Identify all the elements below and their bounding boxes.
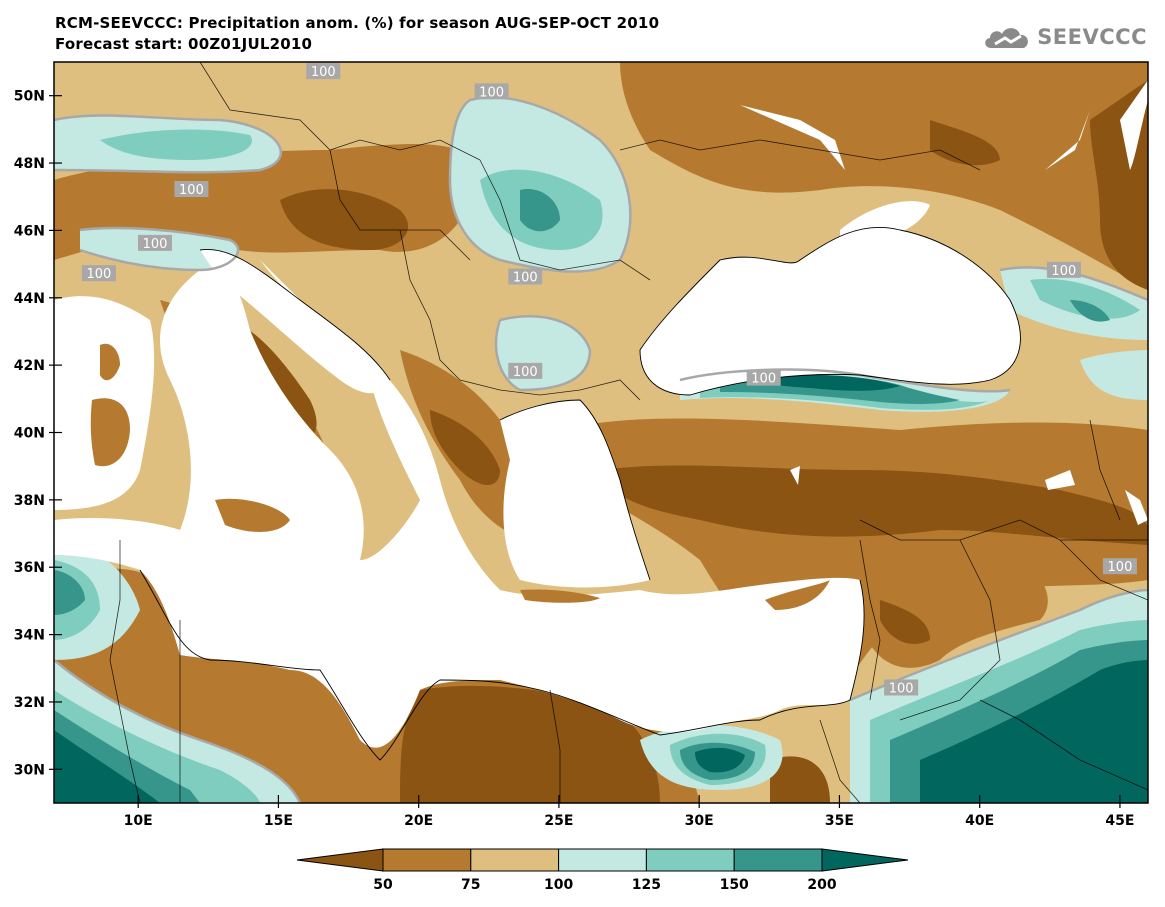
forecast-start: Forecast start: 00Z01JUL2010 (55, 35, 313, 53)
longitude-axis: 10E 15E 20E 25E 30E 35E 40E 45E (124, 795, 1134, 829)
crete (520, 589, 600, 603)
contour-label: 100 (1108, 560, 1133, 575)
contour-label-box (1102, 558, 1137, 575)
lat-tick-label: 30N (14, 762, 45, 778)
colorbar-label: 150 (720, 877, 749, 893)
contour-label-box (306, 63, 341, 80)
colorbar-label: 125 (632, 877, 661, 893)
map-area (54, 62, 1148, 803)
adriatic-sea (200, 249, 390, 394)
cyprus (765, 580, 830, 610)
sea-of-azov (840, 201, 930, 245)
contour-label-box (508, 268, 543, 285)
lat-tick-label: 40N (14, 426, 45, 442)
lat-tick-label: 46N (14, 223, 45, 239)
lat-tick-label: 50N (14, 89, 45, 105)
anomaly-below-50-regions (230, 80, 1148, 803)
colorbar-label: 50 (373, 877, 393, 893)
contour-label-box (137, 234, 172, 251)
lon-tick-label: 45E (1105, 813, 1134, 829)
latitude-axis: 50N 48N 46N 44N 42N 40N 38N 36N 34N 32N 30N (14, 89, 62, 778)
colorbar-segment (382, 848, 472, 872)
contour-label: 100 (143, 237, 168, 252)
lat-tick-label: 38N (14, 493, 45, 509)
caspian-sea (1120, 80, 1148, 170)
corsica (100, 343, 120, 381)
seevccc-logo: SEEVCCC (981, 22, 1147, 52)
colorbar-label: 100 (544, 877, 573, 893)
country-borders (109, 62, 1148, 803)
contour-label-box (81, 265, 116, 282)
map-title: RCM-SEEVCCC: Precipitation anom. (%) for… (55, 14, 660, 32)
colorbar-label: 75 (461, 877, 480, 893)
contour-label: 100 (86, 267, 111, 282)
contour-label: 100 (513, 271, 538, 286)
logo-text: SEEVCCC (1037, 25, 1147, 49)
colorbar: 50 75 100 125 150 200 (296, 848, 909, 893)
islands (90, 343, 830, 610)
lon-tick-label: 40E (965, 813, 994, 829)
lat-tick-label: 48N (14, 156, 45, 172)
sardinia (90, 398, 130, 467)
colorbar-segment (645, 848, 735, 872)
contour-label-box (508, 362, 543, 379)
lon-tick-label: 25E (544, 813, 573, 829)
lon-tick-label: 35E (825, 813, 854, 829)
contour-label: 100 (179, 183, 204, 198)
sicily (215, 498, 290, 532)
contour-label-box (174, 180, 209, 197)
lat-tick-label: 44N (14, 291, 45, 307)
contour-label: 100 (889, 681, 914, 696)
contour-label-box (1046, 261, 1081, 278)
aegean-sea (500, 400, 650, 588)
black-sea (640, 227, 1021, 395)
lat-tick-label: 34N (14, 628, 45, 644)
contour-label-box (474, 83, 509, 100)
lon-tick-label: 20E (404, 813, 433, 829)
anomaly-above-200-regions (54, 374, 1148, 803)
contour-label-box (884, 679, 919, 696)
colorbar-segment (558, 848, 647, 872)
colorbar-high-triangle (821, 848, 909, 872)
cloud-icon (985, 28, 1029, 48)
contour-label: 100 (479, 85, 504, 100)
contour-label: 100 (751, 372, 776, 387)
lon-tick-label: 30E (685, 813, 714, 829)
contour-label: 100 (513, 365, 538, 380)
lat-tick-label: 32N (14, 695, 45, 711)
colorbar-segment (470, 848, 560, 872)
lon-tick-label: 10E (124, 813, 153, 829)
contour-label: 100 (311, 65, 336, 80)
colorbar-low-triangle (296, 848, 384, 872)
lon-tick-label: 15E (264, 813, 293, 829)
contour-labels: 100 100 100 100 100 100 100 100 100 100 100 (81, 63, 1137, 696)
contour-label: 100 (1051, 264, 1076, 279)
colorbar-label: 200 (807, 877, 836, 893)
colorbar-segment (733, 848, 823, 872)
lat-tick-label: 36N (14, 560, 45, 576)
mediterranean-sea (54, 260, 865, 748)
lat-tick-label: 42N (14, 358, 45, 374)
coastlines (139, 226, 1021, 761)
contour-label-box (746, 369, 781, 386)
